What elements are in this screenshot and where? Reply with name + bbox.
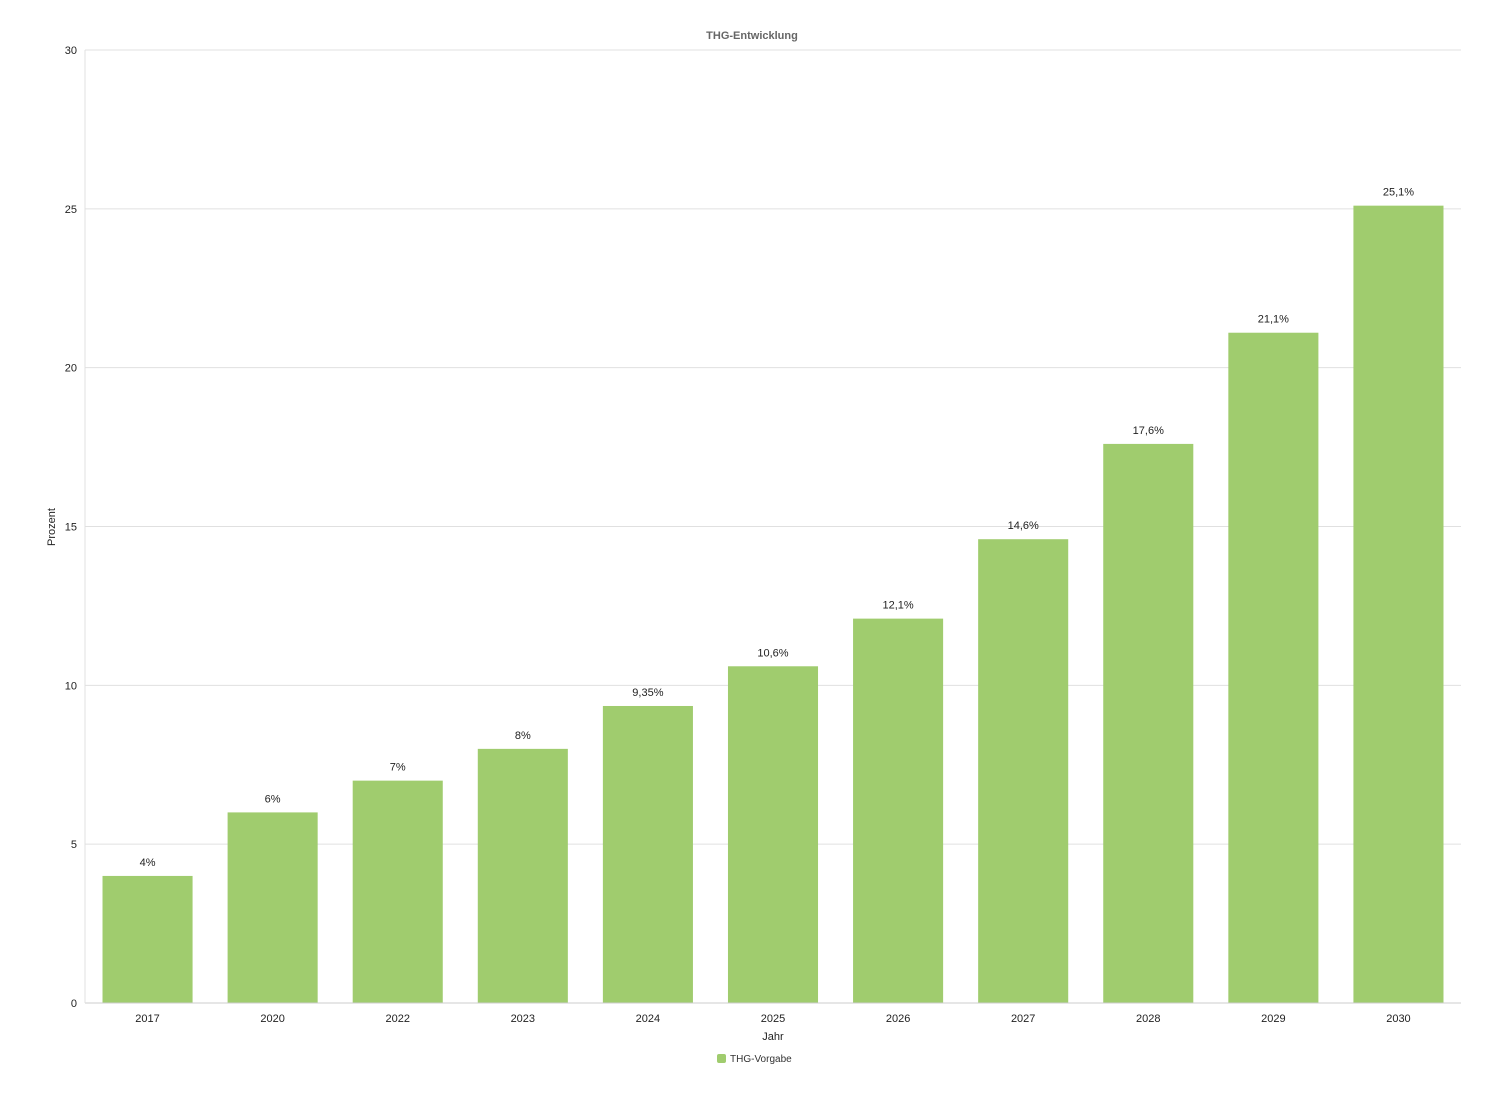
legend-swatch <box>717 1054 726 1063</box>
y-tick-label: 15 <box>65 522 77 534</box>
x-axis-ticks: 2017 2020 2022 2023 2024 2025 2026 2027 2028 2029… <box>135 1013 1410 1025</box>
x-tick-label-2026: 2026 <box>886 1013 910 1025</box>
data-label-2020: 6% <box>265 793 281 805</box>
y-tick-label: 5 <box>71 839 77 851</box>
chart-title: THG-Entwicklung <box>706 30 798 42</box>
data-labels: 4% 6% 7% 8% 9,35% 10,6% 12,1% 14,6% 17,6% 21,1% 25… <box>140 187 1415 869</box>
data-label-2026: 12,1% <box>882 600 913 612</box>
x-tick-label-2027: 2027 <box>1011 1013 1035 1025</box>
x-tick-label-2028: 2028 <box>1136 1013 1160 1025</box>
y-axis-title: Prozent <box>46 508 58 546</box>
y-tick-label: 25 <box>65 204 77 216</box>
bar-2028 <box>1103 443 1194 1003</box>
x-tick-label-2029: 2029 <box>1261 1013 1285 1025</box>
bar-2022 <box>352 780 443 1003</box>
bar-2030 <box>1353 205 1444 1003</box>
bar-2017 <box>102 875 193 1003</box>
y-tick-label: 10 <box>65 680 77 692</box>
bar-2027 <box>978 539 1069 1003</box>
bar-2023 <box>477 748 568 1003</box>
bar-2024 <box>602 705 693 1003</box>
data-label-2023: 8% <box>515 730 531 742</box>
bar-2026 <box>853 618 944 1003</box>
legend: THG-Vorgabe <box>717 1054 792 1065</box>
y-tick-label: 20 <box>65 363 77 375</box>
data-label-2027: 14,6% <box>1008 520 1039 532</box>
bar-2025 <box>727 666 819 1003</box>
x-tick-label-2024: 2024 <box>636 1013 660 1025</box>
data-label-2024: 9,35% <box>632 687 663 699</box>
data-label-2029: 21,1% <box>1258 314 1289 326</box>
x-tick-label-2017: 2017 <box>135 1013 159 1025</box>
bar-2020 <box>227 812 318 1003</box>
y-axis-ticks: 0 5 10 15 20 25 30 <box>65 45 77 1010</box>
data-label-2028: 17,6% <box>1133 425 1164 437</box>
legend-label: THG-Vorgabe <box>730 1054 792 1065</box>
y-tick-label: 0 <box>71 998 77 1010</box>
x-tick-label-2025: 2025 <box>761 1013 785 1025</box>
x-axis-title: Jahr <box>762 1031 784 1043</box>
x-tick-label-2020: 2020 <box>260 1013 284 1025</box>
data-label-2022: 7% <box>390 762 406 774</box>
y-tick-label: 30 <box>65 45 77 57</box>
data-label-2017: 4% <box>140 857 156 869</box>
x-tick-label-2030: 2030 <box>1386 1013 1410 1025</box>
data-label-2025: 10,6% <box>757 647 788 659</box>
bar-2029 <box>1228 332 1319 1003</box>
x-tick-label-2022: 2022 <box>385 1013 409 1025</box>
data-label-2030: 25,1% <box>1383 187 1414 199</box>
x-tick-label-2023: 2023 <box>511 1013 535 1025</box>
bars <box>102 205 1444 1003</box>
